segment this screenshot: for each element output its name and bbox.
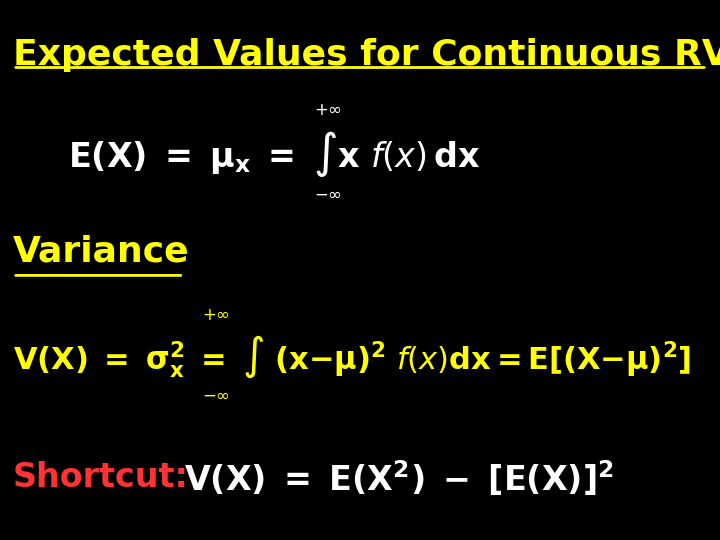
Text: $\mathbf{E(X)\ =\ \mu_x\ =\ \int x\ }$$\mathbf{\mathit{f(x)}\,dx}$: $\mathbf{E(X)\ =\ \mu_x\ =\ \int x\ }$$\… — [68, 129, 480, 179]
Text: $+\infty$: $+\infty$ — [202, 307, 230, 325]
Text: $\mathbf{V(X)\ =\ \sigma^2_x\ =\ \int\ (x{-}\mu)^2\ \mathit{f(x)}dx{=}E[(X{-}\mu: $\mathbf{V(X)\ =\ \sigma^2_x\ =\ \int\ (… — [13, 333, 691, 380]
Text: $+\infty$: $+\infty$ — [314, 102, 341, 119]
Text: $-\infty$: $-\infty$ — [314, 186, 341, 203]
Text: $\mathbf{V(X)\ =\ E(X^2)\ -\ [E(X)]^2}$: $\mathbf{V(X)\ =\ E(X^2)\ -\ [E(X)]^2}$ — [184, 458, 613, 498]
Text: Variance: Variance — [13, 234, 189, 268]
Text: Expected Values for Continuous RV: Expected Values for Continuous RV — [13, 38, 720, 72]
Text: $-\infty$: $-\infty$ — [202, 387, 230, 404]
Text: Shortcut:: Shortcut: — [13, 461, 189, 495]
